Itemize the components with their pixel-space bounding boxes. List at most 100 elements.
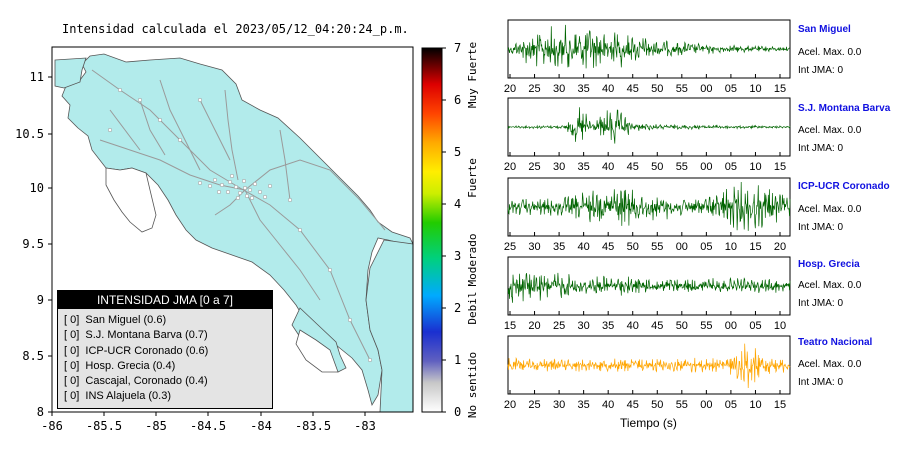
station-dot xyxy=(241,178,247,184)
colorbar-category-label: Debil xyxy=(466,291,479,324)
station-dot xyxy=(267,183,273,189)
time-tick-label: 55 xyxy=(676,399,688,411)
station-name: ICP-UCR Coronado xyxy=(798,181,890,192)
time-tick-label: 55 xyxy=(676,161,688,173)
station-int: Int JMA: 0 xyxy=(798,65,844,76)
station-dot xyxy=(367,357,373,363)
time-tick-label: 50 xyxy=(627,241,639,253)
station-dot xyxy=(212,177,218,183)
legend-item: [ 0] Hosp. Grecia (0.4) xyxy=(64,359,176,372)
time-tick-label: 20 xyxy=(504,83,516,95)
time-tick-label: 00 xyxy=(676,241,688,253)
legend-item: [ 0] San Miguel (0.6) xyxy=(64,314,167,326)
y-tick-label: 10 xyxy=(30,181,44,195)
station-name: San Miguel xyxy=(798,24,851,35)
time-tick-label: 05 xyxy=(749,320,761,332)
station-acel: Acel. Max. 0.0 xyxy=(798,125,862,136)
time-tick-label: 35 xyxy=(578,161,590,173)
station-dot xyxy=(249,195,255,201)
legend-item: [ 0] Cascajal, Coronado (0.4) xyxy=(64,375,208,388)
station-dot xyxy=(137,97,143,103)
station-dot xyxy=(216,189,222,195)
time-tick-label: 35 xyxy=(578,399,590,411)
time-tick-label: 00 xyxy=(700,399,712,411)
time-tick-label: 10 xyxy=(749,161,761,173)
time-tick-label: 45 xyxy=(627,161,639,173)
road xyxy=(139,99,166,156)
road xyxy=(279,129,291,201)
y-tick-label: 8.5 xyxy=(22,349,44,363)
x-tick-label: -83.5 xyxy=(295,419,331,433)
station-name: Hosp. Grecia xyxy=(798,259,860,270)
time-tick-label: 05 xyxy=(725,83,737,95)
station-dot xyxy=(287,197,293,203)
station-acel: Acel. Max. 0.0 xyxy=(798,47,862,58)
time-tick-label: 45 xyxy=(627,83,639,95)
map-title: Intensidad calculada el 2023/05/12_04:20… xyxy=(62,22,409,36)
colorbar-tick-label: 4 xyxy=(454,197,461,211)
station-int: Int JMA: 0 xyxy=(798,222,844,233)
time-tick-label: 20 xyxy=(504,161,516,173)
x-tick-label: -85.5 xyxy=(86,419,122,433)
station-int: Int JMA: 0 xyxy=(798,298,844,309)
station-dot xyxy=(229,173,235,179)
time-tick-label: 50 xyxy=(676,320,688,332)
station-dot xyxy=(297,227,303,233)
time-tick-label: 20 xyxy=(528,320,540,332)
time-tick-label: 15 xyxy=(504,320,516,332)
station-dot xyxy=(117,87,123,93)
legend-item: [ 0] S.J. Montana Barva (0.7) xyxy=(64,329,208,342)
station-dot xyxy=(177,137,183,143)
golfo-dulce xyxy=(295,329,339,373)
time-tick-label: 45 xyxy=(602,241,614,253)
time-tick-label: 30 xyxy=(528,241,540,253)
y-tick-label: 9 xyxy=(37,293,44,307)
station-dot xyxy=(257,189,263,195)
time-tick-label: 25 xyxy=(528,83,540,95)
station-dot xyxy=(197,180,203,186)
colorbar-tick-label: 6 xyxy=(454,93,461,107)
station-dot xyxy=(233,184,239,190)
colorbar-tick-label: 2 xyxy=(454,301,461,315)
station-name: S.J. Montana Barva xyxy=(798,103,891,114)
colorbar-tick-label: 7 xyxy=(454,41,461,55)
time-tick-label: 40 xyxy=(578,241,590,253)
time-tick-label: 10 xyxy=(749,83,761,95)
colorbar-category-label: Fuerte xyxy=(466,158,479,198)
time-tick-label: 25 xyxy=(553,320,565,332)
time-tick-label: 20 xyxy=(504,399,516,411)
time-tick-label: 25 xyxy=(528,399,540,411)
time-tick-label: 05 xyxy=(725,161,737,173)
colorbar-category-label: No sentido xyxy=(466,352,479,418)
station-dot xyxy=(157,117,163,123)
road xyxy=(91,69,371,361)
x-tick-label: -83 xyxy=(354,419,376,433)
x-tick-label: -84 xyxy=(250,419,272,433)
time-tick-label: 55 xyxy=(651,241,663,253)
time-tick-label: 30 xyxy=(553,399,565,411)
y-tick-label: 9.5 xyxy=(22,237,44,251)
station-dot xyxy=(244,193,250,199)
time-tick-label: 15 xyxy=(774,399,786,411)
station-dot xyxy=(235,195,241,201)
time-tick-label: 30 xyxy=(553,83,565,95)
time-tick-label: 45 xyxy=(651,320,663,332)
time-tick-label: 40 xyxy=(602,399,614,411)
time-tick-label: 50 xyxy=(651,83,663,95)
time-tick-label: 10 xyxy=(749,399,761,411)
time-tick-label: 50 xyxy=(651,161,663,173)
station-dot xyxy=(207,183,213,189)
time-tick-label: 00 xyxy=(700,83,712,95)
time-tick-label: 40 xyxy=(627,320,639,332)
station-dot xyxy=(327,267,333,273)
road xyxy=(244,159,386,231)
road xyxy=(199,99,231,161)
station-int: Int JMA: 0 xyxy=(798,143,844,154)
station-dot xyxy=(347,317,353,323)
time-tick-label: 25 xyxy=(504,241,516,253)
station-int: Int JMA: 0 xyxy=(798,377,844,388)
station-acel: Acel. Max. 0.0 xyxy=(798,359,862,370)
intensity-legend: INTENSIDAD JMA [0 a 7] [ 0] San Miguel (… xyxy=(57,290,273,409)
time-tick-label: 30 xyxy=(553,161,565,173)
time-tick-label: 00 xyxy=(700,161,712,173)
